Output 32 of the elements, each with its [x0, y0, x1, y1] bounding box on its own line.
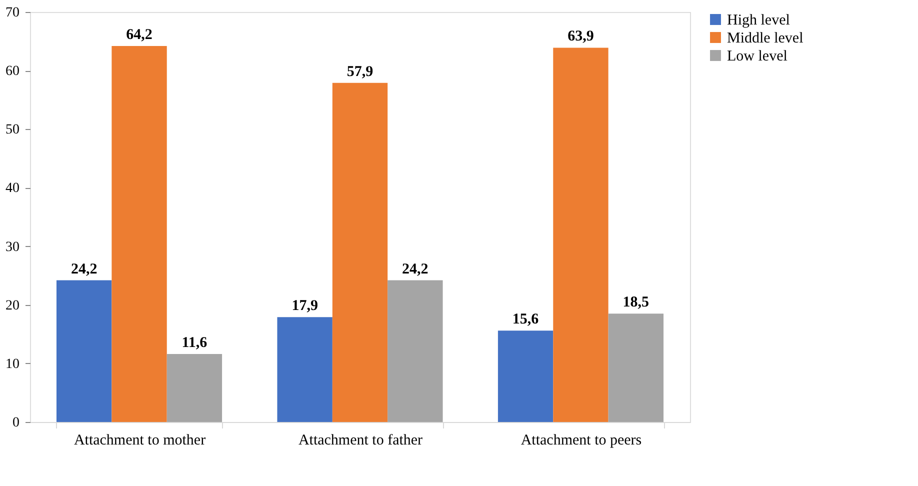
y-tick-label: 30	[6, 240, 20, 255]
data-label: 18,5	[622, 294, 650, 311]
legend-label: Middle level	[727, 30, 804, 46]
x-tick-label: Attachment to mother	[74, 432, 206, 448]
data-label: 11,6	[182, 335, 208, 352]
bar	[553, 48, 608, 422]
x-tick-label: Attachment to peers	[520, 432, 642, 448]
bar	[166, 354, 222, 422]
y-tick-label: 10	[6, 356, 20, 372]
data-label: 57,9	[346, 64, 374, 80]
legend-label: High level	[727, 12, 790, 28]
y-tick-label: 0	[12, 416, 20, 430]
legend-label: Low level	[727, 48, 788, 64]
y-tick-label: 50	[6, 122, 20, 138]
y-tick-label: 60	[6, 64, 20, 80]
data-label: 17,9	[292, 298, 318, 314]
data-label: 64,2	[126, 26, 152, 43]
bar	[112, 46, 167, 422]
bar	[56, 280, 112, 422]
data-label: 24,2	[70, 261, 98, 278]
y-tick-label: 70	[6, 6, 20, 20]
y-tick-label: 40	[6, 181, 20, 196]
bar	[332, 82, 388, 422]
data-label: 15,6	[512, 312, 540, 328]
bar	[608, 314, 664, 422]
bar	[277, 317, 332, 422]
data-label: 24,2	[402, 261, 428, 278]
data-label: 63,9	[568, 28, 594, 45]
bar	[498, 330, 554, 422]
bar	[388, 280, 443, 422]
y-tick-label: 20	[6, 298, 20, 314]
x-tick-label: Attachment to father	[298, 432, 423, 448]
